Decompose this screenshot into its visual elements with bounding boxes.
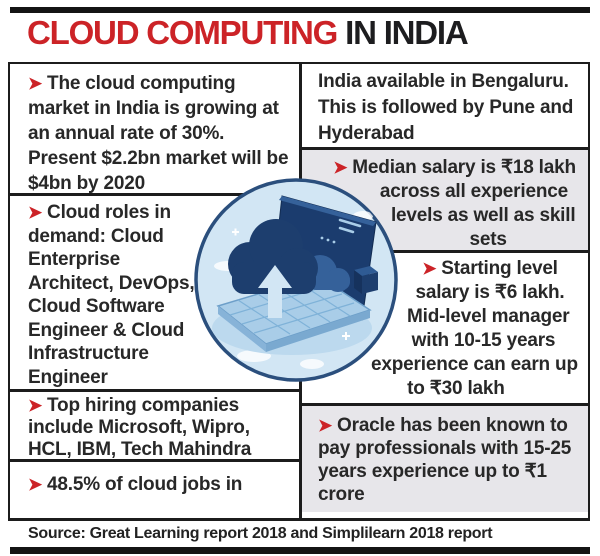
bottom-border-bar	[10, 547, 590, 554]
fact-paragraph: India available in Bengaluru. This is fo…	[318, 69, 578, 147]
fact-paragraph: ➤Top hiring companies include Microsoft,…	[28, 395, 291, 461]
bullet-arrow-icon: ➤	[333, 158, 347, 177]
cloud-computing-illustration	[192, 176, 400, 384]
source-line: Source: Great Learning report 2018 and S…	[8, 518, 590, 544]
fact-oracle-pay: ➤Oracle has been known to pay profession…	[302, 406, 588, 512]
infographic: CLOUD COMPUTING IN INDIA ➤The cloud comp…	[0, 0, 600, 556]
bullet-arrow-icon: ➤	[28, 396, 42, 415]
page-title: CLOUD COMPUTING IN INDIA	[27, 13, 468, 53]
title-rest: IN INDIA	[337, 14, 467, 51]
fact-paragraph: ➤ 48.5% of cloud jobs in	[28, 473, 291, 497]
bullet-arrow-icon: ➤	[318, 416, 332, 435]
fact-text: Cloud roles in demand: Cloud Enterprise …	[28, 202, 194, 388]
bullet-arrow-icon: ➤	[28, 203, 42, 222]
fact-text: Oracle has been known to pay professiona…	[318, 415, 571, 505]
fact-text: Starting level salary is ₹6 lakh. Mid-le…	[371, 258, 578, 399]
fact-paragraph: ➤Oracle has been known to pay profession…	[318, 414, 576, 506]
bullet-arrow-icon: ➤	[28, 475, 42, 494]
fact-cloud-jobs-share: ➤ 48.5% of cloud jobs in	[10, 462, 299, 518]
title-highlight: CLOUD COMPUTING	[27, 14, 337, 51]
source-text: Source: Great Learning report 2018 and S…	[28, 525, 492, 542]
bullet-arrow-icon: ➤	[28, 74, 42, 93]
fact-cloud-jobs-cities: India available in Bengaluru. This is fo…	[302, 64, 588, 150]
fact-text: 48.5% of cloud jobs in	[47, 474, 242, 495]
fact-text: Top hiring companies include Microsoft, …	[28, 395, 251, 460]
cube-icon	[354, 266, 378, 294]
bullet-arrow-icon: ➤	[422, 259, 436, 278]
fact-text: India available in Bengaluru. This is fo…	[318, 71, 573, 144]
fact-top-hiring: ➤Top hiring companies include Microsoft,…	[10, 392, 299, 462]
